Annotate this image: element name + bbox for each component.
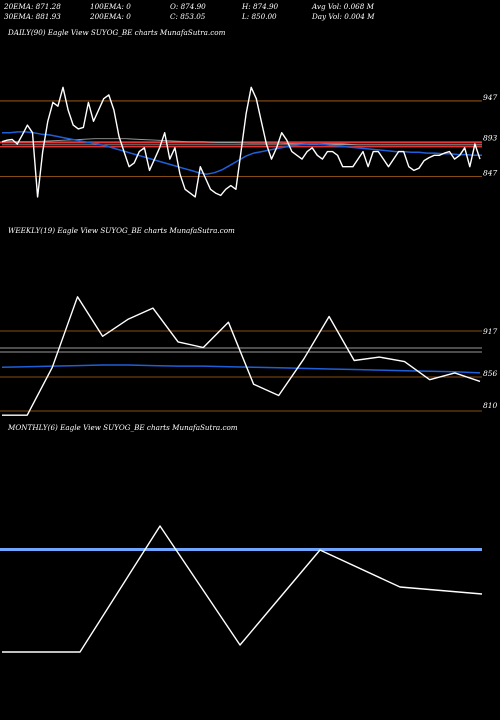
monthly-chart [0, 525, 483, 653]
daily-panel: DAILY(90) Eagle View SUYOG_BE charts Mun… [0, 28, 500, 224]
ema100-stat: 100EMA: 0 [90, 2, 131, 11]
weekly-panel: WEEKLY(19) Eagle View SUYOG_BE charts Mu… [0, 226, 500, 420]
open-stat: O: 874.90 [170, 2, 206, 11]
ema20-stat: 20EMA: 871.28 [4, 2, 61, 11]
y-label-847: 847 [483, 168, 498, 177]
monthly-panel: MONTHLY(6) Eagle View SUYOG_BE charts Mu… [0, 423, 500, 720]
y-label-856: 856 [483, 369, 498, 378]
high-stat: H: 874.90 [242, 2, 279, 11]
day-vol-stat: Day Vol: 0.004 M [312, 12, 375, 21]
y-label-947: 947 [483, 93, 498, 102]
stats-header: 20EMA: 871.28 30EMA: 881.93 100EMA: 0 20… [0, 0, 500, 24]
daily-chart: 947 893 847 [0, 86, 498, 198]
monthly-ema-band [0, 548, 482, 551]
price-series [1, 86, 481, 198]
price-series [2, 296, 481, 416]
ema-blue-series [1, 364, 481, 374]
y-label-893: 893 [483, 134, 498, 143]
y-label-810: 810 [483, 401, 498, 410]
weekly-panel-title: WEEKLY(19) Eagle View SUYOG_BE charts Mu… [8, 226, 235, 235]
weekly-chart: 917 856 810 [0, 296, 498, 416]
ema200-stat: 200EMA: 0 [90, 12, 131, 21]
close-stat: C: 853.05 [170, 12, 206, 21]
daily-panel-title: DAILY(90) Eagle View SUYOG_BE charts Mun… [8, 28, 226, 37]
avg-vol-stat: Avg Vol: 0.068 M [312, 2, 374, 11]
ema30-stat: 30EMA: 881.93 [4, 12, 61, 21]
monthly-panel-title: MONTHLY(6) Eagle View SUYOG_BE charts Mu… [8, 423, 238, 432]
low-stat: L: 850.00 [242, 12, 277, 21]
price-series [2, 525, 483, 653]
y-label-917: 917 [483, 327, 498, 336]
